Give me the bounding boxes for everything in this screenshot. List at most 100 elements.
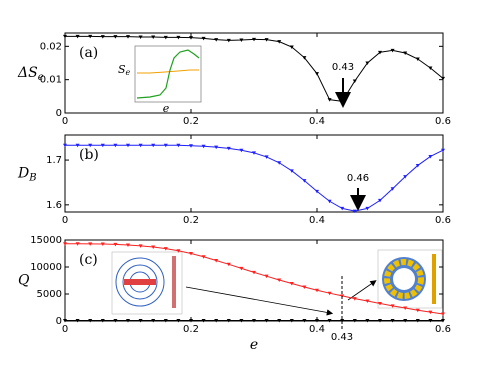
marker — [75, 143, 80, 148]
marker — [352, 79, 357, 83]
marker — [239, 38, 244, 42]
marker — [415, 318, 420, 323]
panel-label: (a) — [79, 45, 98, 61]
marker — [302, 318, 307, 323]
marker — [277, 278, 282, 282]
marker — [176, 318, 181, 323]
marker — [138, 244, 143, 248]
x-tick-label: 0 — [62, 116, 68, 127]
marker — [302, 179, 307, 183]
y-axis-label-main: D — [17, 166, 29, 182]
x-tick-label: 0.4 — [309, 324, 325, 335]
marker — [63, 143, 67, 148]
marker — [340, 318, 345, 323]
panel-label: (b) — [79, 147, 99, 163]
marker — [138, 35, 143, 39]
marker — [390, 48, 395, 53]
marker — [428, 66, 433, 70]
marker — [252, 151, 256, 155]
marker — [88, 242, 93, 246]
marker — [403, 306, 408, 311]
marker — [428, 318, 433, 323]
x-tick-label: 0.6 — [435, 215, 451, 226]
y-tick-label: 1.7 — [46, 155, 62, 166]
marker — [214, 38, 219, 42]
marker — [189, 36, 193, 40]
x-tick-label: 0.6 — [435, 324, 451, 335]
x-tick-label: 0 — [62, 215, 68, 226]
marker — [441, 76, 445, 81]
marker — [63, 318, 67, 323]
marker — [378, 50, 382, 55]
marker — [226, 146, 231, 151]
marker — [365, 299, 370, 304]
marker — [340, 206, 345, 211]
marker — [189, 318, 193, 323]
plot-frame — [64, 134, 444, 213]
marker — [126, 318, 130, 323]
marker — [315, 318, 319, 323]
annotation: 0.43 — [332, 62, 354, 73]
marker — [126, 35, 130, 39]
y-tick-label: 0 — [56, 316, 62, 327]
x-tick-label: 0.2 — [183, 215, 199, 226]
marker — [226, 318, 231, 323]
marker — [214, 145, 219, 150]
marker — [75, 318, 80, 323]
marker — [163, 35, 168, 40]
inset-xlabel: e — [163, 102, 170, 115]
marker — [378, 198, 382, 203]
marker — [163, 318, 168, 323]
x-axis-label: e — [250, 337, 258, 353]
marker — [151, 35, 156, 39]
y-axis-label: ΔSe — [17, 65, 44, 83]
inset-ylabel-sub: e — [126, 68, 131, 77]
marker — [126, 143, 130, 148]
marker — [176, 35, 181, 40]
marker — [189, 144, 193, 148]
marker — [441, 318, 445, 323]
marker — [239, 148, 244, 153]
marker — [352, 318, 357, 323]
marker — [264, 155, 269, 159]
marker — [277, 40, 282, 44]
marker — [277, 318, 282, 323]
x-tick-label: 0.2 — [183, 324, 199, 335]
marker — [315, 288, 319, 293]
marker — [302, 56, 307, 60]
marker — [315, 189, 319, 194]
marker — [138, 143, 143, 148]
marker — [214, 259, 219, 263]
marker — [176, 143, 181, 148]
plot-frame — [64, 32, 444, 114]
marker — [151, 318, 156, 323]
marker — [100, 35, 105, 39]
y-axis-label-sub: B — [28, 172, 36, 183]
marker — [163, 247, 168, 251]
marker — [88, 318, 93, 323]
marker — [201, 318, 206, 323]
marker — [100, 143, 105, 148]
marker — [138, 318, 143, 323]
x-tick-label: 0.4 — [309, 215, 325, 226]
marker — [201, 255, 206, 259]
y-tick-label: 1.6 — [46, 200, 62, 211]
marker — [327, 291, 332, 296]
marker — [277, 161, 282, 165]
marker — [63, 242, 67, 246]
marker — [365, 61, 370, 65]
marker — [201, 144, 206, 149]
marker — [189, 252, 193, 256]
marker — [75, 242, 80, 246]
inset-c-left — [111, 251, 334, 316]
marker — [226, 262, 231, 267]
marker — [378, 301, 382, 306]
marker — [264, 38, 269, 42]
marker — [113, 35, 118, 39]
marker — [252, 318, 256, 323]
marker — [441, 312, 445, 316]
marker — [327, 199, 332, 204]
marker — [403, 51, 408, 55]
y-axis-label: DB — [17, 166, 37, 184]
inset-ylabel: Se — [118, 63, 131, 77]
